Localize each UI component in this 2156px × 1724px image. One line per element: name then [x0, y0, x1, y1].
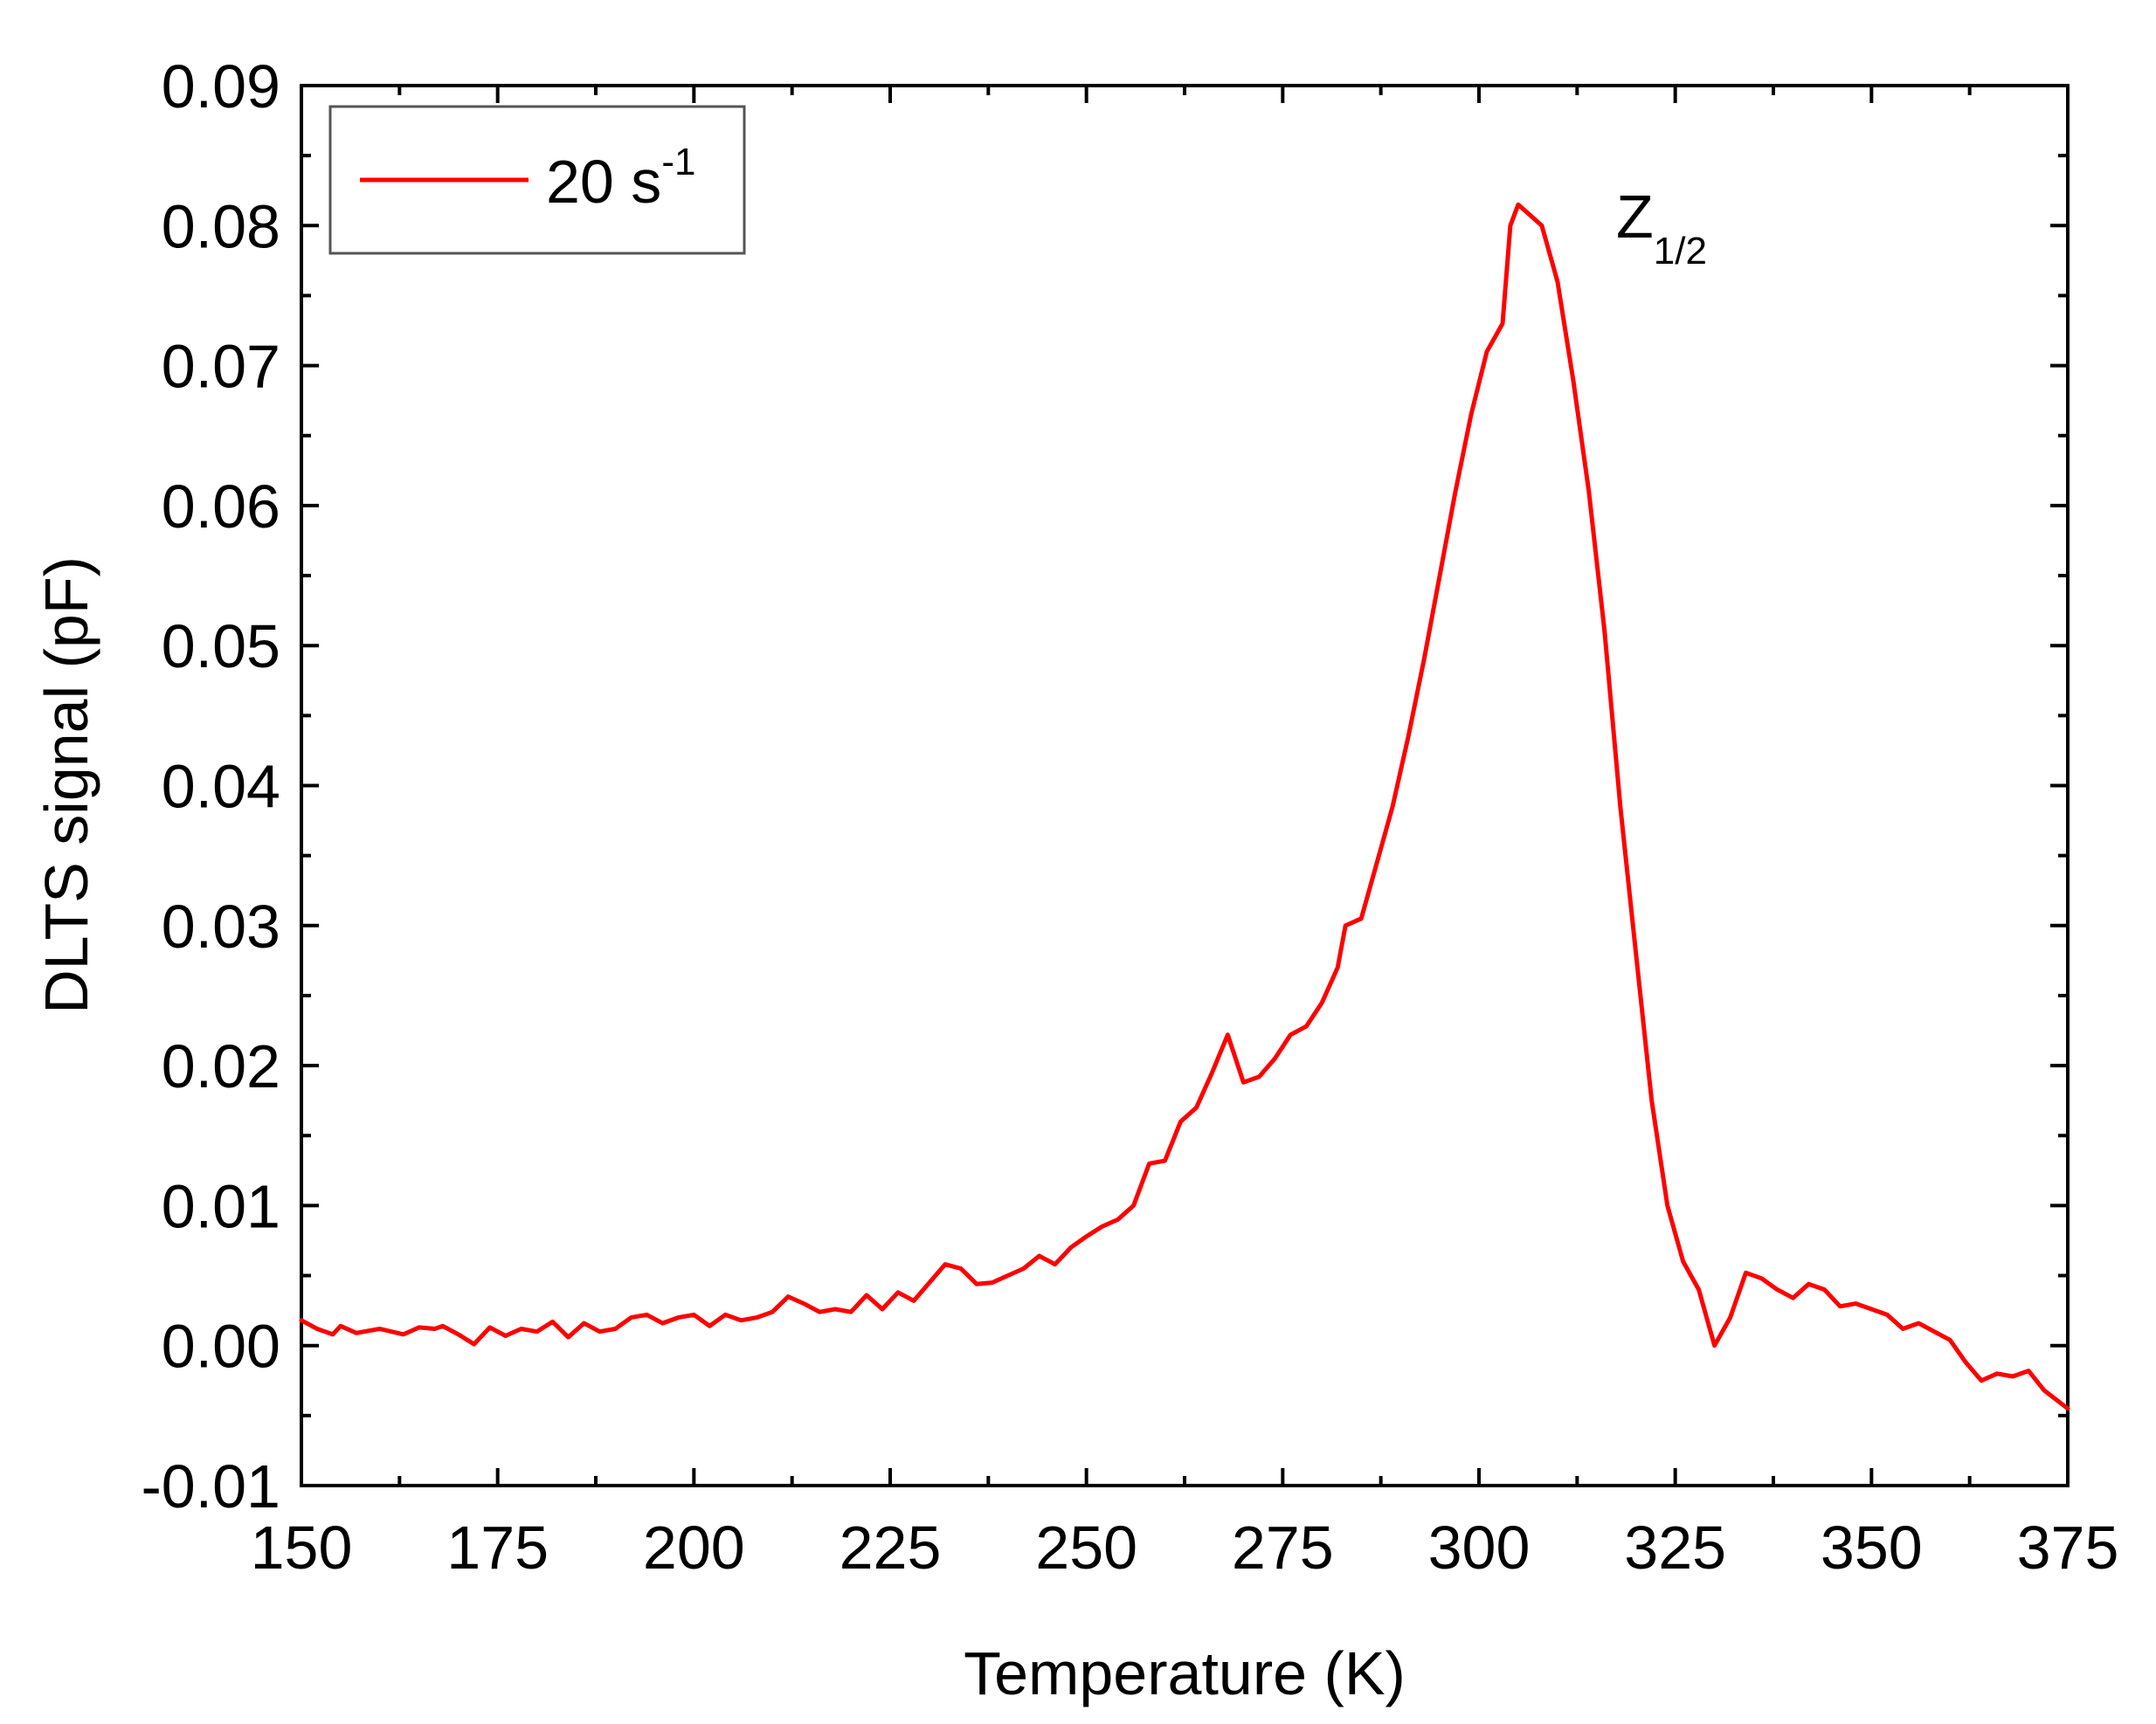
- x-tick-label: 325: [1624, 1514, 1726, 1582]
- y-tick-label: 0.06: [162, 472, 280, 541]
- x-tick-label: 300: [1428, 1514, 1531, 1582]
- x-tick-label: 175: [446, 1514, 549, 1582]
- x-axis-title: Temperature (K): [964, 1639, 1406, 1707]
- axis-ticks: [300, 84, 2070, 1487]
- y-tick-label: 0.01: [162, 1172, 280, 1240]
- x-tick-label: 350: [1821, 1514, 1923, 1582]
- y-tick-label: 0.08: [162, 192, 280, 260]
- y-tick-label: 0.07: [162, 333, 280, 401]
- x-tick-label: 375: [2017, 1514, 2119, 1582]
- x-tick-label: 225: [840, 1514, 942, 1582]
- peak-annotation: Z1/2: [1616, 183, 1707, 272]
- y-tick-label: 0.00: [162, 1313, 280, 1381]
- x-tick-label: 250: [1035, 1514, 1137, 1582]
- x-tick-labels: 150 175 200 225 250 275 300 325 350 375: [251, 1514, 2119, 1582]
- legend: 20 s-1: [328, 105, 746, 255]
- x-tick-label: 200: [643, 1514, 745, 1582]
- series-line-20: [299, 202, 2070, 1411]
- y-tick-label: -0.01: [141, 1452, 280, 1521]
- y-tick-labels: -0.01 0.00 0.01 0.02 0.03 0.04 0.05 0.06 0.07 0.0…: [141, 52, 280, 1521]
- y-tick-label: 0.02: [162, 1032, 280, 1100]
- y-axis-title: DLTS signal (pF): [32, 556, 100, 1014]
- y-tick-label: 0.09: [162, 52, 280, 121]
- y-tick-label: 0.05: [162, 612, 280, 680]
- plot-frame: [300, 84, 2070, 1487]
- x-tick-label: 150: [251, 1514, 353, 1582]
- y-tick-label: 0.03: [162, 893, 280, 961]
- x-tick-label: 275: [1232, 1514, 1334, 1582]
- legend-label: 20 s-1: [546, 141, 695, 216]
- y-tick-label: 0.04: [162, 753, 280, 821]
